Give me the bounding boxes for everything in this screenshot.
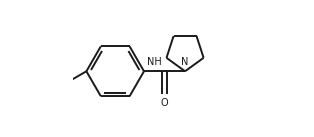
Text: NH: NH <box>147 57 162 67</box>
Text: O: O <box>161 98 168 108</box>
Text: N: N <box>181 57 189 67</box>
